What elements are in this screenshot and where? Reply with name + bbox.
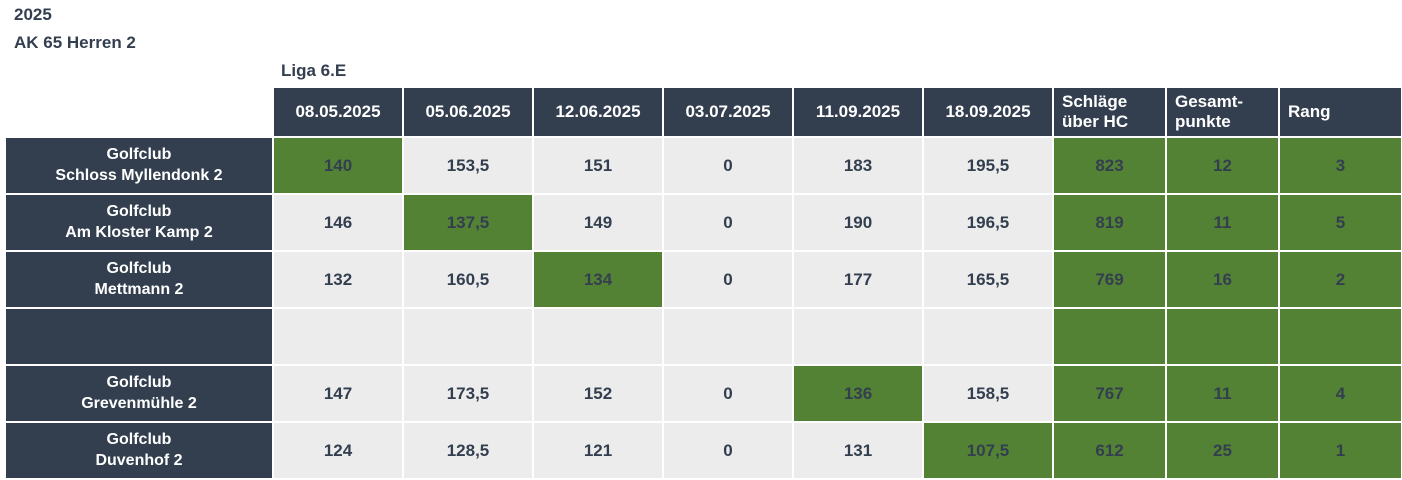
column-header-date-4: 03.07.2025 [664, 88, 792, 136]
score-cell [274, 309, 402, 364]
score-cell: 134 [534, 252, 662, 307]
score-cell: 131 [794, 423, 922, 478]
schlaege-ueber-hc-cell: 823 [1054, 138, 1165, 193]
rang-cell: 3 [1280, 138, 1401, 193]
rang-cell: 1 [1280, 423, 1401, 478]
score-cell: 149 [534, 195, 662, 250]
score-cell: 0 [664, 138, 792, 193]
score-cell: 147 [274, 366, 402, 421]
score-cell: 137,5 [404, 195, 532, 250]
gesamtpunkte-cell: 11 [1167, 366, 1278, 421]
score-cell: 128,5 [404, 423, 532, 478]
schlaege-ueber-hc-cell: 767 [1054, 366, 1165, 421]
score-cell: 165,5 [924, 252, 1052, 307]
score-cell [924, 309, 1052, 364]
score-cell: 190 [794, 195, 922, 250]
score-cell: 0 [664, 195, 792, 250]
group-title: AK 65 Herren 2 [14, 33, 136, 52]
corner-cell [6, 88, 272, 136]
gesamtpunkte-cell: 16 [1167, 252, 1278, 307]
schlaege-ueber-hc-cell: 612 [1054, 423, 1165, 478]
score-cell [404, 309, 532, 364]
club-name-cell: Golfclub Am Kloster Kamp 2 [6, 195, 272, 250]
score-cell: 160,5 [404, 252, 532, 307]
score-cell: 146 [274, 195, 402, 250]
season-title: 2025 [14, 5, 52, 24]
gesamtpunkte-cell: 25 [1167, 423, 1278, 478]
column-header-date-6: 18.09.2025 [924, 88, 1052, 136]
score-cell [664, 309, 792, 364]
score-cell: 140 [274, 138, 402, 193]
rang-cell: 5 [1280, 195, 1401, 250]
score-cell: 153,5 [404, 138, 532, 193]
club-name-cell: Golfclub Duvenhof 2 [6, 423, 272, 478]
score-cell: 0 [664, 252, 792, 307]
column-header-date-3: 12.06.2025 [534, 88, 662, 136]
schlaege-ueber-hc-cell: 819 [1054, 195, 1165, 250]
club-name-cell-empty [6, 309, 272, 364]
club-name-cell: Golfclub Schloss Myllendonk 2 [6, 138, 272, 193]
rang-cell [1280, 309, 1401, 364]
score-cell [794, 309, 922, 364]
club-name-cell: Golfclub Grevenmühle 2 [6, 366, 272, 421]
rang-cell: 2 [1280, 252, 1401, 307]
column-header-gesamtpunkte: Gesamt-punkte [1167, 88, 1278, 136]
score-cell: 152 [534, 366, 662, 421]
gesamtpunkte-cell [1167, 309, 1278, 364]
score-cell: 177 [794, 252, 922, 307]
schlaege-ueber-hc-cell: 769 [1054, 252, 1165, 307]
score-cell: 121 [534, 423, 662, 478]
column-header-schlaege-ueber-hc: Schläge über HC [1054, 88, 1165, 136]
score-cell: 0 [664, 423, 792, 478]
results-table: 08.05.2025 05.06.2025 12.06.2025 03.07.2… [6, 88, 1401, 478]
gesamtpunkte-cell: 12 [1167, 138, 1278, 193]
column-header-date-2: 05.06.2025 [404, 88, 532, 136]
column-header-rang: Rang [1280, 88, 1401, 136]
club-name-cell: Golfclub Mettmann 2 [6, 252, 272, 307]
score-cell: 158,5 [924, 366, 1052, 421]
score-cell: 0 [664, 366, 792, 421]
rang-cell: 4 [1280, 366, 1401, 421]
score-cell [534, 309, 662, 364]
schlaege-ueber-hc-cell [1054, 309, 1165, 364]
league-label: Liga 6.E [281, 61, 347, 80]
score-cell: 132 [274, 252, 402, 307]
score-cell: 107,5 [924, 423, 1052, 478]
score-cell: 196,5 [924, 195, 1052, 250]
column-header-date-1: 08.05.2025 [274, 88, 402, 136]
score-cell: 173,5 [404, 366, 532, 421]
score-cell: 151 [534, 138, 662, 193]
score-cell: 195,5 [924, 138, 1052, 193]
score-cell: 124 [274, 423, 402, 478]
score-cell: 183 [794, 138, 922, 193]
score-cell: 136 [794, 366, 922, 421]
column-header-date-5: 11.09.2025 [794, 88, 922, 136]
gesamtpunkte-cell: 11 [1167, 195, 1278, 250]
